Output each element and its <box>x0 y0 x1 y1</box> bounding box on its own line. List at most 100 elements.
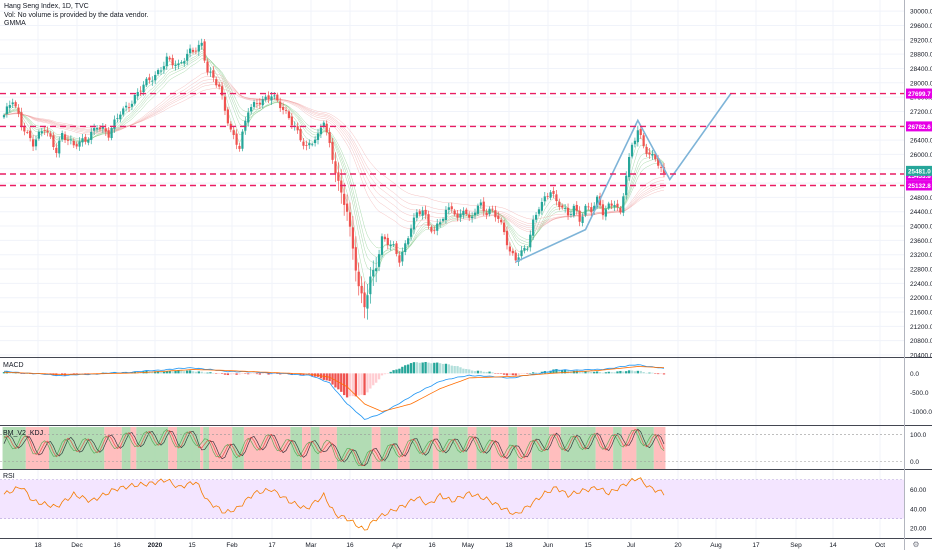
macd-hist-bar <box>264 373 267 374</box>
macd-hist-bar <box>532 372 535 374</box>
candle-body <box>52 135 55 148</box>
macd-hist-bar <box>590 371 593 374</box>
macd-hist-bar <box>389 371 392 374</box>
candle-body <box>412 217 416 230</box>
bm-panel-label[interactable]: BM_V2_KDJ <box>3 430 44 437</box>
level-badge-3-bg <box>906 180 932 191</box>
candle-body <box>476 205 480 214</box>
candle-body <box>250 107 253 112</box>
macd-hist-bar <box>392 370 395 374</box>
kdj-zone <box>560 427 596 469</box>
kdj-line-0 <box>3 428 665 467</box>
macd-hist-bar <box>194 371 198 374</box>
candle-body <box>125 105 128 108</box>
candle-body <box>20 112 23 127</box>
macd-hist-bar <box>520 373 523 374</box>
macd-hist-bar <box>223 373 227 375</box>
macd-hist-bar <box>450 365 453 374</box>
candle-body <box>468 214 471 218</box>
price-tick-label: 26000.0 <box>910 152 932 159</box>
macd-hist-bar <box>351 373 355 397</box>
macd-hist-bar <box>401 366 404 374</box>
time-tick-label: Dec <box>71 542 83 549</box>
macd-hist-bar <box>217 373 221 374</box>
candle-body <box>98 127 102 130</box>
rsi-panel-label[interactable]: RSI <box>3 473 15 480</box>
kdj-zone <box>232 427 244 469</box>
time-tick-label: 17 <box>268 542 276 549</box>
candle-body <box>630 144 634 157</box>
macd-hist-bar <box>241 373 244 374</box>
kdj-zone <box>290 427 303 469</box>
macd-hist-bar <box>235 373 238 375</box>
kdj-zone <box>438 427 468 469</box>
kdj-line-2 <box>3 428 665 467</box>
macd-hist-bar <box>622 371 625 374</box>
macd-hist-bar <box>648 372 651 374</box>
candle-body <box>194 50 197 52</box>
macd-hist-bar <box>459 367 462 374</box>
kdj-zone <box>243 427 291 469</box>
indicator-label[interactable]: GMMA <box>4 20 26 27</box>
candle-body <box>49 133 52 137</box>
rsi-tick-label: 40.00 <box>910 506 927 513</box>
macd-hist-bar <box>491 372 494 374</box>
time-tick-label: 15 <box>584 542 592 549</box>
macd-hist-bar <box>276 373 279 374</box>
candle-body <box>540 201 543 211</box>
candle-body <box>247 112 250 123</box>
macd-hist-bar <box>354 373 357 397</box>
macd-hist-bar <box>345 373 349 398</box>
macd-hist-bar <box>252 373 256 374</box>
candle-body <box>514 252 517 261</box>
candle-body <box>363 292 366 308</box>
macd-hist-bar <box>200 371 203 374</box>
candle-body <box>628 157 631 178</box>
chart-title[interactable]: Hang Seng Index, 1D, TVC <box>4 3 89 10</box>
candle-body <box>517 257 520 262</box>
macd-hist-bar <box>174 370 177 374</box>
candle-body <box>360 285 363 294</box>
candle-body <box>110 128 113 139</box>
price-tick-label: 23600.0 <box>910 238 932 245</box>
macd-hist-bar <box>651 372 654 374</box>
candle-body <box>645 146 648 154</box>
candle-body <box>232 130 235 135</box>
candle-body <box>456 213 459 218</box>
candle-body <box>136 92 139 97</box>
settings-gear-icon[interactable]: ⚙ <box>912 540 919 549</box>
time-tick-label: 17 <box>752 542 760 549</box>
macd-hist-bar <box>209 372 212 374</box>
candle-body <box>270 96 273 101</box>
macd-hist-bar <box>357 373 360 396</box>
macd-hist-bar <box>398 368 401 374</box>
candle-body <box>142 84 145 93</box>
candle-body <box>450 206 453 210</box>
kdj-zone <box>104 427 122 469</box>
candle-body <box>587 206 590 208</box>
price-tick-label: 28000.0 <box>910 80 932 87</box>
candle-body <box>95 128 99 130</box>
macd-panel-label[interactable]: MACD <box>3 362 24 369</box>
candle-body <box>532 219 535 236</box>
macd-signal-line <box>3 366 665 412</box>
macd-hist-bar <box>558 369 561 374</box>
candle-body <box>180 62 183 63</box>
macd-hist-bar <box>642 372 645 374</box>
macd-hist-bar <box>220 373 224 374</box>
candle-body <box>308 143 311 146</box>
time-tick-label: Jul <box>627 542 636 549</box>
macd-hist-bar <box>566 370 570 374</box>
macd-hist-bar <box>418 362 421 374</box>
macd-hist-bar <box>625 371 628 374</box>
candle-body <box>218 84 221 87</box>
candle-body <box>648 152 651 155</box>
macd-hist-bar <box>444 363 448 374</box>
candle-body <box>369 276 372 295</box>
time-tick-label: Mar <box>305 542 317 549</box>
rsi-tick-label: 60.00 <box>910 487 927 494</box>
candle-body <box>69 139 72 141</box>
candle-body <box>354 247 357 271</box>
price-tick-label: 21600.0 <box>910 310 932 317</box>
